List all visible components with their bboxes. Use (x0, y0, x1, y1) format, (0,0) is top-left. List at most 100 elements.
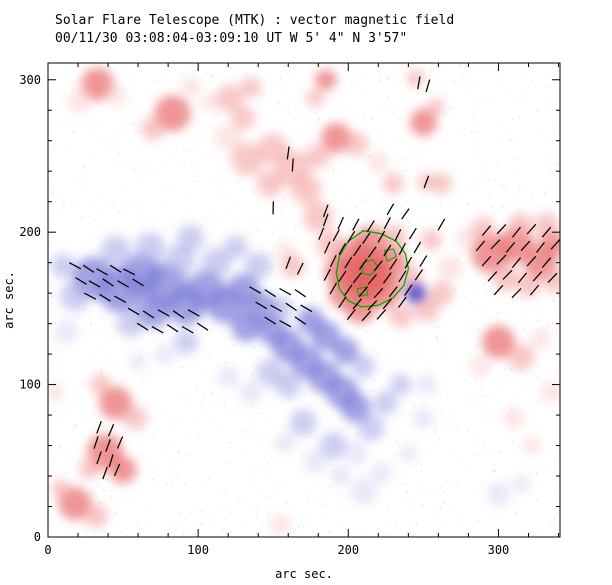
flux-region-positive (240, 76, 262, 98)
flux-region-positive (406, 69, 425, 88)
magnetogram-layer (48, 67, 560, 536)
flux-region-positive (492, 264, 520, 292)
vector-tick (99, 293, 111, 302)
contour-outer (335, 230, 410, 308)
flux-region-positive (141, 116, 166, 141)
vector-tick (123, 268, 136, 276)
vector-tick (93, 436, 99, 449)
vector-tick (264, 316, 277, 325)
flux-region-positive (438, 256, 463, 281)
flux-region-positive (154, 95, 191, 132)
vector-tick (352, 298, 362, 310)
vector-tick (532, 271, 543, 282)
vector-tick (382, 298, 392, 310)
vector-tick (294, 288, 306, 298)
flux-region-positive (367, 151, 389, 173)
flux-region-positive (58, 487, 92, 520)
vector-tick (373, 287, 384, 299)
flux-region-positive (503, 407, 524, 429)
flux-region-negative (373, 390, 398, 415)
vector-tick (322, 213, 329, 227)
flux-region-positive (109, 456, 137, 484)
flux-region-negative (303, 448, 328, 473)
flux-region-positive (409, 108, 437, 136)
vector-tick (367, 300, 378, 311)
vector-tick (296, 262, 304, 275)
flux-region-negative (343, 441, 368, 466)
vector-tick (109, 264, 122, 273)
vector-tick (529, 284, 540, 296)
flux-region-positive (123, 406, 148, 431)
vector-tick (324, 241, 331, 254)
vector-tick (249, 286, 262, 294)
flux-region-positive (540, 381, 560, 403)
flux-region-positive (51, 479, 69, 498)
flare-region-contour (335, 230, 410, 308)
flux-region-positive (291, 174, 322, 205)
y-axis-label: arc sec. (2, 271, 16, 329)
vector-tick (329, 255, 337, 268)
vector-tick (366, 220, 375, 232)
vector-tick (255, 301, 268, 310)
vector-tick (332, 229, 340, 242)
vector-tick (383, 217, 391, 230)
flux-region-positive (231, 142, 265, 176)
vector-tick (413, 241, 422, 254)
vector-tick (346, 309, 356, 320)
flux-region-negative (135, 232, 166, 263)
flux-region-positive (315, 69, 337, 91)
flux-region-negative (201, 247, 232, 278)
vector-tick (270, 304, 283, 313)
flux-region-positive (303, 201, 334, 232)
flux-region-negative (174, 329, 199, 354)
vector-tick (526, 223, 537, 235)
flux-region-positive (316, 230, 344, 258)
vector-tick (105, 439, 111, 452)
flux-region-positive (534, 212, 559, 237)
flux-region-positive (214, 124, 242, 152)
x-tick-label: 300 (488, 543, 510, 557)
y-tick-label: 300 (19, 73, 41, 87)
flux-region-negative (412, 407, 434, 429)
vector-tick (536, 241, 545, 253)
flux-region-negative (399, 444, 418, 463)
vector-tick (344, 256, 353, 269)
flux-region-negative (136, 294, 170, 328)
vector-tick (353, 244, 362, 257)
vector-tick (394, 229, 402, 242)
flux-region-negative (357, 413, 385, 441)
vector-tick (398, 270, 407, 283)
plot-title: Solar Flare Telescope (MTK) : vector mag… (55, 13, 454, 28)
flux-region-negative (415, 374, 437, 396)
flux-region-positive (276, 241, 295, 260)
vector-tick (361, 310, 372, 322)
vector-tick (490, 239, 501, 250)
vector-tick (323, 268, 331, 281)
flux-region-positive (67, 89, 92, 114)
y-tick-label: 0 (34, 530, 41, 544)
vector-tick (496, 254, 507, 265)
x-tick-label: 0 (44, 543, 51, 557)
vector-tick (69, 262, 82, 270)
vector-tick (517, 272, 528, 284)
vector-tick (481, 225, 492, 237)
flux-region-negative (54, 319, 78, 344)
flux-region-negative (238, 380, 263, 405)
vector-tick (338, 242, 347, 255)
flux-region-negative (223, 235, 248, 260)
flux-region-negative (165, 244, 196, 275)
vector-tick (157, 309, 170, 317)
vector-tick (75, 277, 87, 285)
flux-region-negative (51, 253, 75, 278)
flux-region-negative (512, 474, 530, 493)
vector-tick (96, 451, 102, 465)
vector-tick (279, 287, 292, 296)
flux-region-positive (420, 229, 442, 251)
vector-tick (337, 216, 344, 230)
vector-tick (373, 260, 383, 272)
contour-inner (356, 286, 369, 297)
flux-region-positive (321, 122, 352, 153)
vector-tick (404, 256, 413, 269)
flux-region-positive (48, 383, 63, 402)
flux-region-positive (180, 76, 202, 98)
